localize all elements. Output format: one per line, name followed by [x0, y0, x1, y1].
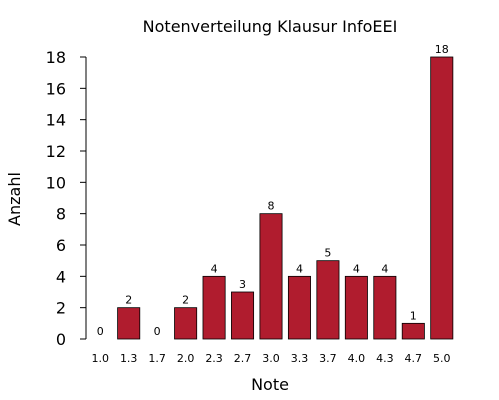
- bar: [117, 307, 141, 340]
- x-tick-label: 2.0: [177, 352, 195, 365]
- x-tick-label: 2.3: [205, 352, 223, 365]
- x-tick-label: 3.0: [262, 352, 280, 365]
- x-tick-label: 4.7: [405, 352, 423, 365]
- bar-value-label: 4: [211, 262, 218, 275]
- bar: [174, 307, 198, 340]
- bar: [259, 213, 283, 340]
- bar-value-label: 0: [97, 325, 104, 338]
- x-tick-label: 4.3: [376, 352, 394, 365]
- bar: [202, 275, 226, 340]
- x-tick-label: 3.7: [319, 352, 337, 365]
- y-tick-label: 12: [46, 142, 66, 161]
- bar-value-label: 18: [435, 43, 449, 56]
- bar: [430, 56, 454, 340]
- y-tick-label: 4: [56, 267, 66, 286]
- x-tick-label: 5.0: [433, 352, 451, 365]
- x-tick-label: 1.3: [120, 352, 138, 365]
- x-tick-label: 3.3: [291, 352, 309, 365]
- bar: [287, 275, 311, 340]
- y-tick-label: 18: [46, 48, 66, 67]
- x-axis: 1.0 1.3 1.7 2.0 2.3 2.7 3.0 3.3 3.7 4.0 4.3 4.7 5.0: [91, 352, 450, 365]
- bar-value-label: 5: [324, 247, 331, 260]
- bar-value-label: 4: [381, 262, 388, 275]
- bar-value-label: 1: [410, 309, 417, 322]
- y-tick-label: 10: [46, 173, 66, 192]
- y-tick-label: 8: [56, 205, 66, 224]
- x-tick-label: 1.0: [91, 352, 109, 365]
- bar-value-label: 2: [182, 294, 189, 307]
- x-tick-label: 2.7: [234, 352, 252, 365]
- y-tick-label: 14: [46, 111, 66, 130]
- bar-value-label: 2: [125, 294, 132, 307]
- bar-value-label: 0: [154, 325, 161, 338]
- y-tick-label: 6: [56, 236, 66, 255]
- y-axis-label: Anzahl: [5, 172, 24, 226]
- y-axis: 0 2 4 6 8 10 12 14 16 18: [46, 48, 87, 349]
- bar: [344, 275, 368, 340]
- bar-value-label: 3: [239, 278, 246, 291]
- x-tick-label: 1.7: [148, 352, 166, 365]
- bars: 0 2 0 2 4 3 8 4 5 4 4 1 18: [97, 43, 454, 340]
- y-tick-label: 2: [56, 299, 66, 318]
- x-axis-label: Note: [251, 375, 289, 394]
- y-tick-label: 0: [56, 330, 66, 349]
- chart-title: Notenverteilung Klausur InfoEEI: [143, 17, 398, 36]
- bar: [373, 275, 397, 340]
- bar: [316, 260, 340, 340]
- bar-value-label: 8: [268, 200, 275, 213]
- y-tick-label: 16: [46, 79, 66, 98]
- bar: [401, 322, 425, 340]
- bar-value-label: 4: [353, 262, 360, 275]
- bar-value-label: 4: [296, 262, 303, 275]
- x-tick-label: 4.0: [348, 352, 366, 365]
- bar: [231, 291, 255, 340]
